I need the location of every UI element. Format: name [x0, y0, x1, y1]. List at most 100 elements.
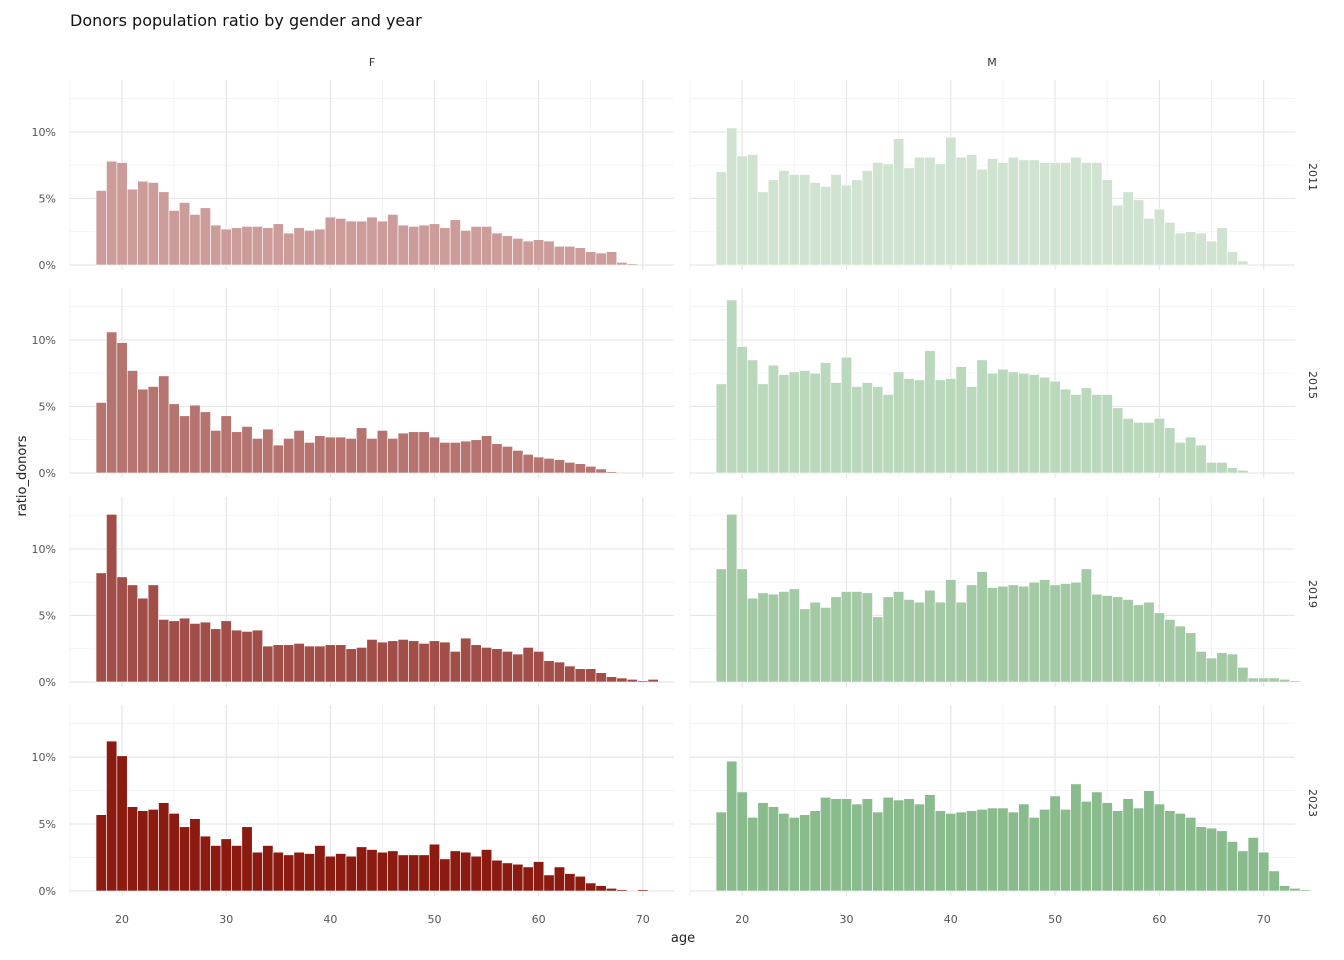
bar-m-2015-age-20: [736, 346, 748, 474]
bar-m-2019-age-36: [903, 599, 915, 683]
bar-f-2011-age-68: [616, 262, 628, 266]
bar-f-2011-age-49: [418, 224, 430, 266]
bar-f-2015-age-53: [460, 440, 472, 474]
y-tick-label: 10%: [32, 751, 56, 764]
bar-f-2023-age-64: [574, 875, 586, 892]
bar-m-2011-age-43: [976, 168, 988, 266]
bar-f-2011-age-25: [168, 210, 180, 266]
bar-f-2019-age-24: [158, 619, 170, 683]
bar-m-2023-age-24: [778, 813, 790, 892]
bar-f-2023-age-24: [158, 802, 170, 892]
bar-m-2011-age-64: [1195, 232, 1207, 266]
bar-f-2019-age-31: [231, 629, 243, 683]
bar-m-2019-age-47: [1018, 585, 1030, 683]
bar-f-2023-age-65: [585, 882, 597, 892]
bar-f-2011-age-27: [189, 214, 201, 266]
bar-f-2015-age-56: [491, 443, 503, 474]
bar-m-2015-age-47: [1018, 372, 1030, 474]
bar-f-2023-age-44: [366, 849, 378, 892]
bar-f-2023-age-59: [522, 866, 534, 892]
x-tick-label: 50: [427, 913, 441, 926]
bar-f-2015-age-61: [543, 458, 555, 474]
bar-m-2015-age-52: [1070, 394, 1082, 474]
bar-f-2011-age-18: [95, 190, 107, 266]
bar-m-2011-age-58: [1133, 199, 1145, 266]
bar-m-2019-age-50: [1049, 584, 1061, 683]
bar-m-2023-age-51: [1060, 809, 1072, 892]
row-strip-2023: 2023: [1306, 789, 1319, 817]
y-tick-label: 5%: [39, 400, 56, 413]
bar-m-2019-age-18: [715, 568, 727, 683]
bar-f-2011-age-45: [376, 220, 388, 266]
bar-f-2015-age-47: [397, 432, 409, 474]
bar-m-2015-age-40: [945, 378, 957, 474]
bar-f-2023-age-61: [543, 874, 555, 892]
bar-m-2023-age-33: [872, 811, 884, 892]
bar-f-2015-age-29: [210, 430, 222, 474]
bar-m-2019-age-63: [1185, 632, 1197, 683]
bar-m-2015-age-37: [913, 379, 925, 474]
bar-m-2011-age-44: [986, 158, 999, 266]
bar-f-2019-age-45: [376, 641, 388, 683]
bar-m-2019-age-22: [757, 592, 769, 683]
bar-m-2011-age-67: [1226, 251, 1238, 266]
bar-m-2023-age-72: [1279, 885, 1291, 892]
bar-m-2015-age-48: [1028, 374, 1040, 474]
bar-m-2023-age-45: [997, 807, 1009, 892]
bar-f-2011-age-44: [366, 216, 378, 266]
bar-m-2023-age-63: [1185, 817, 1197, 892]
bar-f-2023-age-42: [345, 855, 357, 892]
bar-m-2015-age-68: [1237, 470, 1249, 474]
bar-f-2015-age-18: [95, 402, 107, 474]
bar-f-2011-age-47: [397, 224, 409, 266]
bar-f-2023-age-40: [324, 855, 336, 892]
bar-f-2019-age-29: [210, 628, 222, 683]
bar-m-2011-age-53: [1080, 162, 1092, 266]
y-tick-label: 5%: [39, 818, 56, 831]
bar-m-2011-age-56: [1112, 204, 1124, 266]
y-tick-label: 0%: [39, 676, 56, 689]
bar-m-2015-age-55: [1101, 394, 1113, 474]
bar-f-2011-age-67: [606, 251, 618, 266]
bar-m-2023-age-30: [840, 798, 852, 892]
bar-f-2023-age-34: [262, 845, 274, 892]
y-tick-label: 10%: [32, 126, 56, 139]
bar-f-2019-age-19: [106, 514, 118, 683]
panel-f-2023: 0% 5% 10% 20 30 40 50 60 70: [32, 705, 674, 926]
bar-f-2011-age-35: [272, 223, 284, 266]
bar-m-2019-age-24: [778, 591, 790, 683]
y-tick-label: 0%: [39, 885, 56, 898]
bar-f-2011-age-41: [335, 218, 347, 266]
bar-m-2011-age-50: [1049, 162, 1061, 266]
bar-m-2011-age-28: [820, 186, 832, 266]
bar-f-2023-age-19: [106, 740, 118, 892]
bar-f-2011-age-66: [595, 252, 607, 266]
bar-f-2019-age-53: [460, 637, 472, 683]
bar-m-2019-age-43: [976, 571, 988, 683]
bar-m-2011-age-24: [778, 170, 790, 266]
bar-f-2015-age-20: [116, 342, 128, 474]
bar-f-2023-age-68: [616, 889, 628, 892]
chart-title: Donors population ratio by gender and ye…: [70, 11, 422, 30]
bar-f-2023-age-25: [168, 813, 180, 892]
bar-m-2011-age-68: [1237, 260, 1249, 266]
bar-f-2023-age-37: [293, 851, 305, 892]
bar-f-2015-age-44: [366, 438, 378, 474]
bar-m-2011-age-31: [851, 179, 863, 266]
panel-f-2015: 0% 5% 10%: [32, 288, 674, 480]
bar-f-2023-age-31: [231, 845, 243, 892]
bar-m-2019-age-48: [1028, 581, 1040, 683]
bar-m-2023-age-39: [934, 810, 946, 892]
bar-m-2011-age-51: [1060, 162, 1072, 266]
bar-f-2019-age-33: [251, 629, 263, 683]
bar-m-2011-age-62: [1174, 232, 1186, 266]
bar-f-2019-age-68: [616, 677, 628, 683]
bar-m-2015-age-22: [757, 383, 769, 474]
bar-m-2023-age-18: [715, 811, 727, 892]
bar-f-2023-age-21: [126, 806, 138, 892]
bar-f-2019-age-26: [179, 617, 191, 683]
bar-m-2011-age-22: [757, 191, 769, 266]
bar-f-2023-age-28: [199, 835, 211, 892]
bar-m-2023-age-58: [1133, 807, 1145, 892]
